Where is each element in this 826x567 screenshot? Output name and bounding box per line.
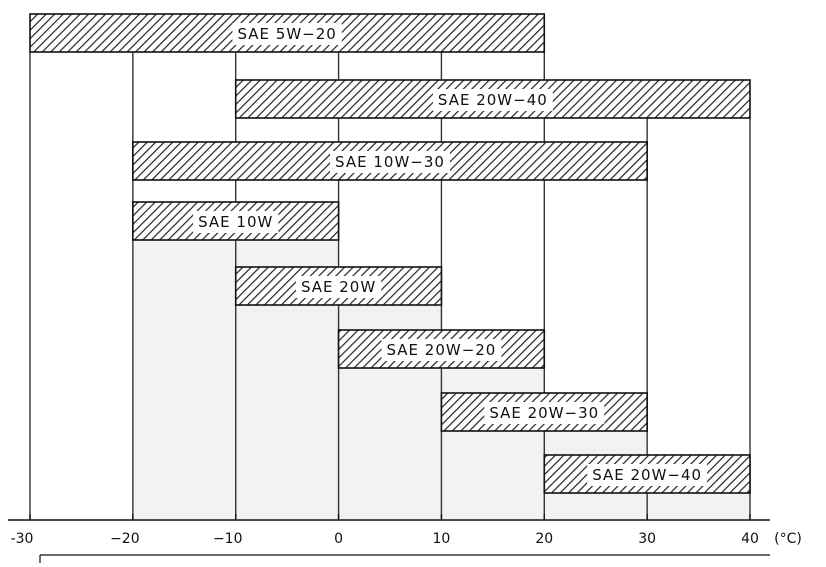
range-bar: SAE 20W−30 (440, 392, 648, 432)
range-bar-label-box (587, 464, 708, 486)
axis-tick-label: −20 (110, 531, 140, 547)
range-bar: SAE 10W−30 (132, 141, 648, 181)
range-bar-label: SAE 20W−40 (438, 91, 548, 109)
range-bar: SAE 5W−20 (29, 13, 546, 53)
range-bar-label-box (330, 151, 450, 173)
axis-tick-label: 30 (638, 531, 656, 547)
axis-tick-label: 10 (433, 531, 451, 547)
range-bar-label: SAE 20W−20 (386, 341, 496, 359)
range-bar-label: SAE 10W−30 (335, 153, 445, 171)
axis-tick-label: 40 (741, 531, 759, 547)
axis-unit-label: (°C) (774, 531, 802, 547)
range-bar: SAE 20W−40 (234, 79, 751, 119)
range-bar-label-box (232, 23, 342, 45)
range-bar: SAE 20W−40 (543, 454, 751, 494)
axis-tick-label: 20 (535, 531, 553, 547)
range-bar-label-box (193, 211, 279, 233)
range-bar-label: SAE 20W−40 (592, 466, 702, 484)
range-bar-label: SAE 10W (198, 213, 273, 231)
range-bar-label: SAE 5W−20 (237, 25, 336, 43)
axis-tick-label: −10 (213, 531, 243, 547)
range-bar-label-box (295, 276, 382, 298)
axis-tick-label: -30 (11, 531, 34, 547)
range-bar: SAE 10W (132, 201, 340, 241)
range-bar-hatch (132, 141, 648, 181)
range-bar-label-box (484, 402, 605, 424)
oil-range-bars: SAE 5W−20 SAE 20W−40 SAE 10W−30 SAE 10W SAE … (29, 13, 751, 494)
axis-tick-label: 0 (334, 531, 343, 547)
range-bar-label-box (381, 339, 502, 361)
range-bar: SAE 20W−20 (337, 329, 546, 369)
range-bar-label: SAE 20W−30 (489, 404, 599, 422)
range-bar-label: SAE 20W (301, 278, 376, 296)
range-bar-label-box (432, 89, 553, 111)
range-bar: SAE 20W (234, 266, 443, 306)
temperature-axis: (°C) -30 −20 −10 0 10 20 30 40 (8, 514, 802, 563)
